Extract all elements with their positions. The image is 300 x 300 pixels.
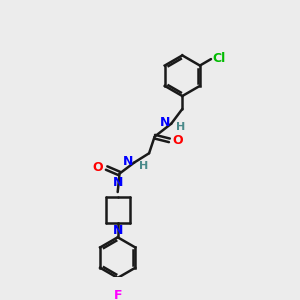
Text: H: H <box>176 122 185 132</box>
Text: O: O <box>172 134 183 147</box>
Text: Cl: Cl <box>212 52 225 65</box>
Text: N: N <box>112 176 123 189</box>
Text: N: N <box>123 155 134 168</box>
Text: F: F <box>113 289 122 300</box>
Text: N: N <box>160 116 170 129</box>
Text: N: N <box>112 224 123 237</box>
Text: O: O <box>92 160 103 174</box>
Text: H: H <box>139 161 148 171</box>
